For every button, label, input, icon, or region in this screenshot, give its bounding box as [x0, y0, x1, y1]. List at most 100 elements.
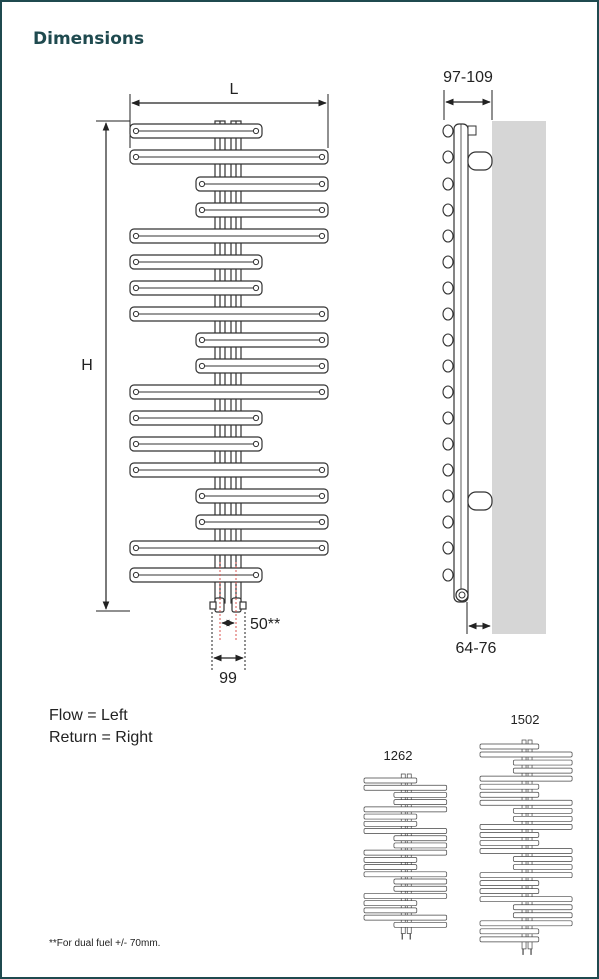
bar-end	[442, 307, 454, 321]
towel-bar	[129, 410, 263, 426]
mini-bar	[479, 928, 540, 935]
bar-end	[442, 515, 454, 529]
bar-end	[442, 463, 454, 477]
pipe-spacing-label: 50**	[250, 616, 280, 633]
mini-bar	[479, 775, 573, 782]
mini-bar	[363, 893, 448, 899]
mini-bar	[479, 880, 540, 886]
side-view: 97-109 64-76	[442, 69, 546, 657]
bar-end	[442, 333, 454, 347]
towel-bar	[129, 436, 263, 452]
mini-bar	[363, 900, 418, 907]
mini-bar	[363, 784, 448, 791]
return-note: Return = Right	[49, 729, 153, 746]
section-title: Dimensions	[33, 29, 145, 49]
depth-top-label: 97-109	[443, 69, 493, 86]
bar-end	[442, 281, 454, 295]
width-label: L	[230, 81, 239, 98]
towel-bar	[129, 567, 263, 583]
mini-bar	[479, 783, 540, 790]
mini-bar	[479, 936, 540, 943]
mini-bar	[479, 751, 573, 758]
bar-end	[442, 489, 454, 503]
flow-note: Flow = Left	[49, 707, 128, 724]
mini-bar	[479, 791, 540, 798]
bar-end	[442, 124, 454, 138]
mini-bar	[363, 813, 418, 820]
mini-bar	[479, 872, 573, 878]
mini-bar	[479, 743, 540, 750]
mini-bar	[363, 857, 418, 863]
towel-bar	[195, 332, 329, 348]
front-view: L H	[81, 81, 329, 687]
mini-bar	[363, 806, 448, 813]
mini-bar	[512, 856, 573, 862]
dual-fuel-footnote: **For dual fuel +/- 70mm.	[49, 938, 161, 949]
mini-bar	[363, 907, 418, 914]
mini-bar	[479, 832, 540, 838]
variant-large-drawing	[479, 739, 573, 955]
towel-bar	[129, 123, 263, 139]
towel-bar	[129, 149, 329, 165]
mini-bar	[363, 820, 418, 827]
mini-bar	[512, 759, 573, 766]
bar-end	[442, 385, 454, 399]
front-bars	[129, 123, 329, 583]
valve-spacing-label: 99	[219, 670, 237, 687]
mini-bar	[363, 914, 448, 921]
bar-end	[442, 255, 454, 269]
bar-end	[442, 359, 454, 373]
bar-end	[442, 437, 454, 451]
valve-centre-lines	[211, 562, 246, 672]
mini-bar	[512, 912, 573, 919]
variant-small-drawing	[363, 773, 448, 940]
bar-end	[442, 541, 454, 555]
mini-bar	[393, 799, 448, 805]
towel-bar	[195, 514, 329, 530]
mini-bar	[479, 896, 573, 903]
towel-bar	[129, 254, 263, 270]
towel-bar	[195, 488, 329, 504]
valves	[209, 597, 247, 613]
depth-bottom-label: 64-76	[456, 640, 497, 657]
bar-end	[442, 411, 454, 425]
mini-bar	[393, 842, 448, 849]
connection-notes: Flow = Left Return = Right	[49, 705, 153, 749]
mini-bar	[393, 921, 448, 928]
towel-bar	[129, 280, 263, 296]
variant-label-large: 1502	[511, 712, 540, 727]
mini-bar	[512, 767, 573, 774]
wall	[492, 121, 546, 634]
mini-bar	[512, 815, 573, 822]
mini-bar	[393, 835, 448, 842]
bar-end	[442, 203, 454, 217]
towel-bar	[129, 540, 329, 556]
mini-bar	[479, 848, 573, 854]
mini-bar	[512, 904, 573, 911]
height-label: H	[81, 357, 93, 374]
bar-end	[442, 229, 454, 243]
towel-bar	[129, 228, 329, 244]
mini-bar	[393, 885, 448, 892]
towel-bar	[129, 384, 329, 400]
towel-bar	[129, 462, 329, 478]
mini-bar	[363, 828, 448, 834]
mini-bar	[479, 920, 573, 927]
towel-bar	[195, 202, 329, 218]
mini-bar	[479, 840, 540, 846]
bar-end	[442, 177, 454, 191]
mini-bar	[393, 792, 448, 798]
side-bar-ends	[442, 124, 454, 582]
bar-end	[442, 568, 454, 582]
mini-bar	[512, 864, 573, 870]
mini-bar	[479, 888, 540, 894]
towel-bar	[195, 176, 329, 192]
mini-bar	[363, 871, 448, 878]
mini-bar	[479, 799, 573, 806]
variant-label-small: 1262	[384, 748, 413, 763]
towel-bar	[195, 358, 329, 374]
wall-brackets	[467, 151, 493, 511]
mini-bar	[479, 824, 573, 830]
